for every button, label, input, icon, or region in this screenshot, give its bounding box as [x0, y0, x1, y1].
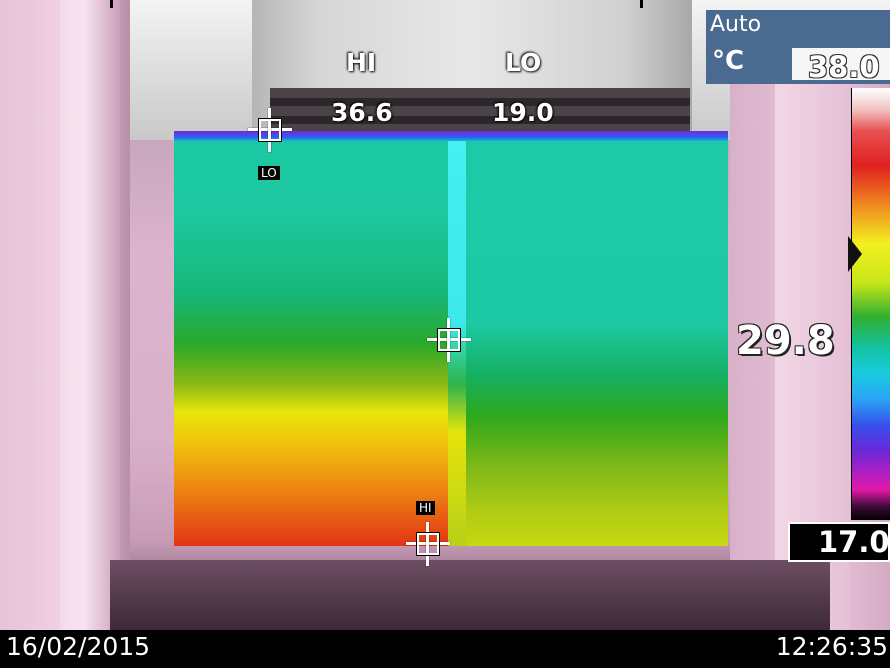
- scale-min-box: [788, 522, 890, 562]
- floor: [110, 560, 830, 630]
- center-spot-marker[interactable]: [427, 318, 471, 362]
- status-bar: [0, 630, 890, 668]
- scale-max-value: 38.0: [808, 50, 880, 84]
- hi-label: HI: [346, 48, 377, 77]
- lo-label: LO: [505, 48, 542, 77]
- lo-marker-tag: LO: [258, 166, 280, 180]
- hi-marker-tag: HI: [416, 501, 435, 515]
- thermal-right-wall: [456, 141, 728, 546]
- hi-value: 36.6: [331, 98, 393, 127]
- scale-min-value: 17.0: [818, 525, 890, 559]
- temperature-unit[interactable]: °C: [712, 46, 745, 76]
- scale-pointer-icon: [848, 236, 862, 272]
- lo-value: 19.0: [492, 98, 554, 127]
- capture-time: 12:26:35: [775, 632, 888, 661]
- range-mode[interactable]: Auto: [710, 12, 762, 37]
- scale-max-box: [792, 48, 890, 80]
- left-door-frame: [60, 0, 120, 630]
- thermal-corner: [448, 141, 466, 546]
- lo-spot-marker[interactable]: [248, 108, 292, 152]
- cold-edge-strip: [174, 131, 728, 141]
- frame-tick-left: [110, 0, 113, 8]
- center-spot-reading: 29.8: [736, 318, 835, 364]
- hi-spot-marker[interactable]: [406, 522, 450, 566]
- capture-date: 16/02/2015: [6, 632, 151, 661]
- frame-tick-right: [640, 0, 643, 8]
- color-scale-bar[interactable]: [851, 88, 890, 520]
- thermal-left-wall: [174, 141, 456, 546]
